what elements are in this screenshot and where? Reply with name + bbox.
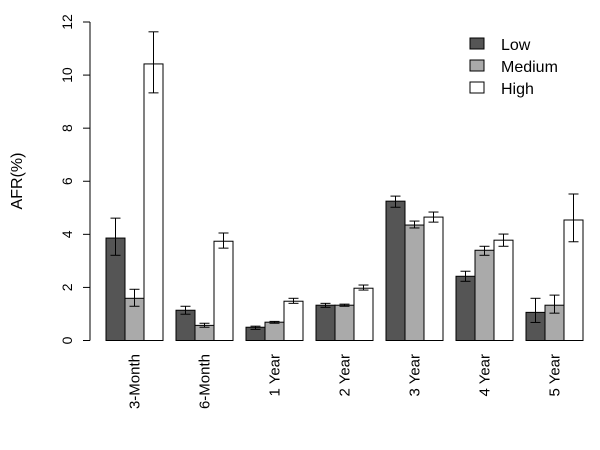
legend-label-high: High <box>501 81 534 98</box>
y-axis: 0 2 4 6 8 10 12 <box>59 14 91 344</box>
x-tick-label: 5 Year <box>547 354 564 397</box>
y-tick-label: 0 <box>59 336 75 344</box>
legend-swatch-high <box>469 81 485 94</box>
bar-medium-2 <box>264 321 285 341</box>
y-axis-label: AFR(%) <box>9 153 26 210</box>
y-tick-label: 4 <box>59 230 75 238</box>
bar-high-5 <box>493 239 514 341</box>
x-tick-labels: 3-Month 6-Month 1 Year 2 Year 3 Year 4 Year 5 … <box>127 354 564 409</box>
y-tick-label: 6 <box>59 177 75 185</box>
legend-swatch-medium <box>469 59 485 72</box>
bars <box>105 31 584 342</box>
y-tick-label: 8 <box>59 124 75 132</box>
bar-low-3 <box>315 304 336 341</box>
y-tick-label: 10 <box>59 67 75 83</box>
bar-high-1 <box>213 240 234 341</box>
y-tick-label: 2 <box>59 283 75 291</box>
x-tick-label: 3-Month <box>127 354 144 409</box>
x-tick-label: 1 Year <box>267 354 284 397</box>
x-tick-label: 3 Year <box>407 354 424 397</box>
legend-label-low: Low <box>501 37 531 54</box>
x-tick-label: 4 Year <box>477 354 494 397</box>
y-tick-label: 12 <box>59 14 75 30</box>
legend: Low Medium High <box>469 37 558 98</box>
bar-low-1 <box>175 309 196 341</box>
bar-high-2 <box>283 300 304 341</box>
bar-high-4 <box>423 216 444 341</box>
bar-high-3 <box>353 287 374 342</box>
x-tick-label: 6-Month <box>197 354 214 409</box>
bar-high-0 <box>143 63 164 342</box>
bar-medium-4 <box>404 224 425 341</box>
bar-medium-5 <box>474 249 495 341</box>
legend-swatch-low <box>469 37 485 50</box>
legend-label-medium: Medium <box>501 59 558 76</box>
bar-low-4 <box>385 200 406 341</box>
bar-medium-3 <box>334 304 355 341</box>
bar-low-5 <box>455 275 476 341</box>
x-tick-label: 2 Year <box>337 354 354 397</box>
